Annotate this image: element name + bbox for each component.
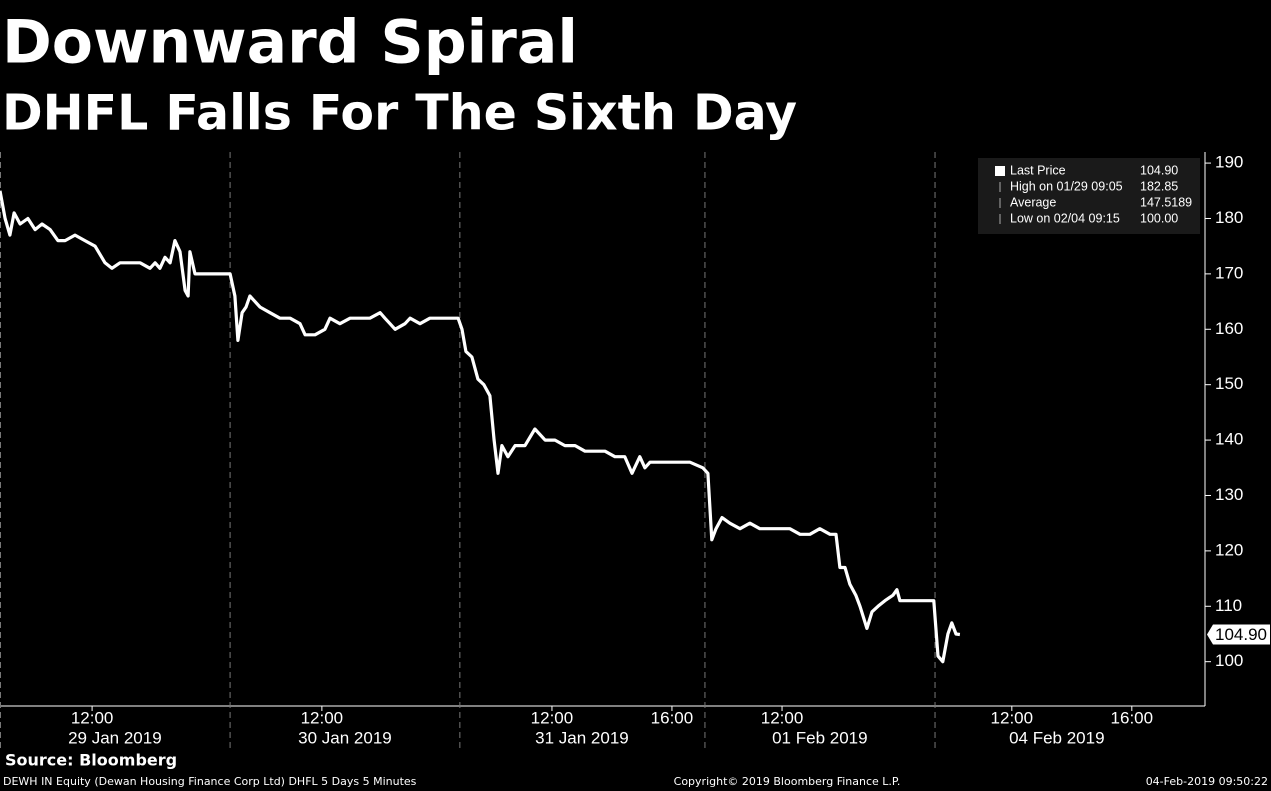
legend-label: Average <box>1010 195 1056 209</box>
y-tick-label: 110 <box>1215 596 1242 615</box>
legend-label: Last Price <box>1010 163 1066 177</box>
legend-swatch <box>995 166 1005 176</box>
x-tick-label: 12:00 <box>71 708 114 727</box>
y-tick-label: 180 <box>1215 208 1243 227</box>
source: Source: Bloomberg <box>5 751 177 770</box>
footer-center: Copyright© 2019 Bloomberg Finance L.P. <box>674 775 901 788</box>
legend-value: 100.00 <box>1140 211 1178 225</box>
y-tick-label: 150 <box>1215 374 1243 393</box>
x-tick-label: 16:00 <box>651 708 694 727</box>
legend-box <box>978 158 1200 234</box>
x-day-label: 30 Jan 2019 <box>298 728 392 747</box>
last-price-label: 104.90 <box>1215 625 1267 644</box>
legend-label: Low on 02/04 09:15 <box>1010 211 1120 225</box>
price-line <box>0 190 961 664</box>
y-tick-label: 130 <box>1215 485 1243 504</box>
y-tick-label: 120 <box>1215 540 1243 559</box>
y-tick-label: 170 <box>1215 263 1243 282</box>
x-tick-label: 12:00 <box>301 708 344 727</box>
x-day-label: 01 Feb 2019 <box>772 728 867 747</box>
chart-subtitle: DHFL Falls For The Sixth Day <box>2 85 797 142</box>
y-tick-label: 160 <box>1215 319 1243 338</box>
x-tick-label: 12:00 <box>531 708 574 727</box>
y-tick-label: 140 <box>1215 430 1243 449</box>
last-price-tag <box>1207 624 1270 645</box>
legend-value: 147.5189 <box>1140 195 1192 209</box>
legend-label: High on 01/29 09:05 <box>1010 179 1123 193</box>
x-tick-label: 12:00 <box>761 708 804 727</box>
chart-title: Downward Spiral <box>2 8 578 78</box>
x-tick-label: 16:00 <box>1111 708 1154 727</box>
y-tick-label: 100 <box>1215 651 1243 670</box>
footer-left: DEWH IN Equity (Dewan Housing Finance Co… <box>3 775 417 788</box>
y-tick-label: 190 <box>1215 153 1243 172</box>
x-day-label: 04 Feb 2019 <box>1009 728 1104 747</box>
footer-right: 04-Feb-2019 09:50:22 <box>1146 775 1268 788</box>
legend-value: 182.85 <box>1140 179 1178 193</box>
x-day-label: 29 Jan 2019 <box>68 728 162 747</box>
x-tick-label: 12:00 <box>991 708 1034 727</box>
x-day-label: 31 Jan 2019 <box>535 728 629 747</box>
legend-value: 104.90 <box>1140 163 1178 177</box>
